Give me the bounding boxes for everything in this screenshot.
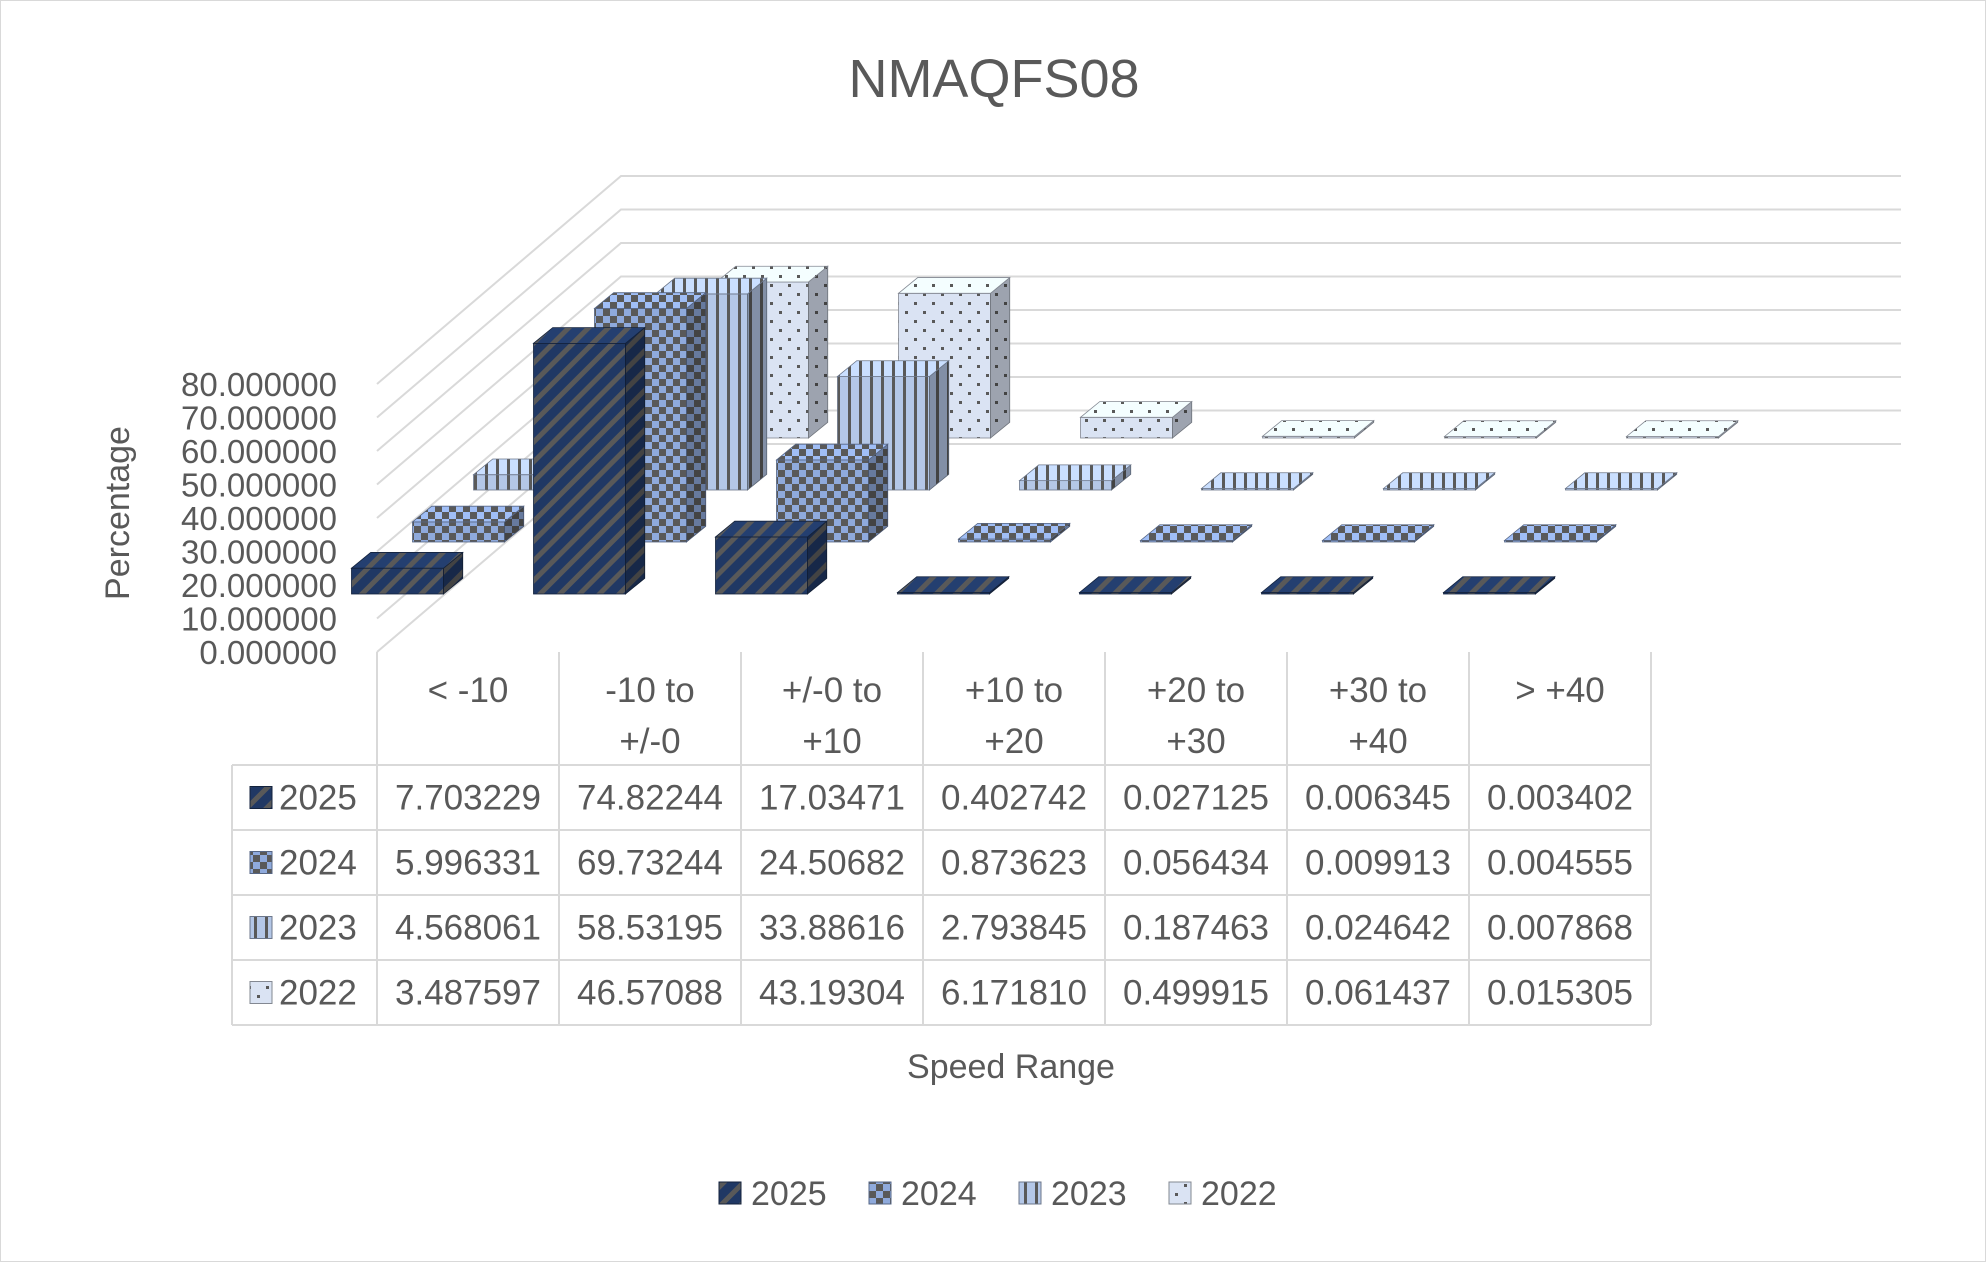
- bar: [1139, 523, 1253, 543]
- data-label: 58.53195: [577, 909, 723, 948]
- data-label: 33.88616: [759, 909, 905, 948]
- x-tick-label: +30 to: [1329, 671, 1427, 710]
- table-row-label: 2023: [279, 909, 357, 948]
- y-tick-label: 40.000000: [181, 500, 337, 537]
- legend-key: [718, 1181, 742, 1205]
- data-label: 0.009913: [1305, 844, 1451, 883]
- bar: [896, 575, 1010, 595]
- legend: 2025 2024 2023 2022: [718, 1175, 1277, 1213]
- table-legend-key: [249, 851, 273, 874]
- data-label: 46.57088: [577, 974, 723, 1013]
- table-legend-key: [249, 981, 273, 1004]
- data-label: 0.056434: [1123, 844, 1269, 883]
- data-label: 43.19304: [759, 974, 905, 1013]
- legend-key: [868, 1181, 892, 1205]
- x-tick-label: +/-0: [619, 722, 680, 761]
- data-label: 0.027125: [1123, 779, 1269, 818]
- table-row-label: 2022: [279, 974, 357, 1013]
- bar: [1260, 575, 1374, 595]
- data-label: 3.487597: [395, 974, 541, 1013]
- table-legend-key: [249, 786, 273, 809]
- bar: [1625, 419, 1739, 439]
- y-tick-label: 10.000000: [181, 601, 337, 638]
- bar: [1564, 471, 1678, 491]
- table-legend-key: [249, 916, 273, 939]
- x-tick-label: -10 to: [605, 671, 695, 710]
- y-tick-label: 70.000000: [181, 400, 337, 437]
- y-tick-label: 30.000000: [181, 534, 337, 571]
- x-axis-label: Speed Range: [907, 1048, 1115, 1086]
- x-tick-label: < -10: [428, 671, 509, 710]
- y-tick-label: 80.000000: [181, 366, 337, 403]
- legend-label: 2022: [1201, 1175, 1277, 1213]
- bar: [1079, 400, 1193, 439]
- bar: [1382, 471, 1496, 491]
- chart-title: NMAQFS08: [848, 49, 1139, 109]
- y-tick-label: 60.000000: [181, 433, 337, 470]
- gridline: [376, 242, 1901, 452]
- x-tick-label: +20 to: [1147, 671, 1245, 710]
- x-tick-label: +30: [1166, 722, 1225, 761]
- data-label: 0.187463: [1123, 909, 1269, 948]
- bar: [1018, 464, 1132, 491]
- bar: [1200, 471, 1314, 491]
- legend-label: 2024: [901, 1175, 977, 1213]
- y-axis-ticks: 0.00000010.00000020.00000030.00000040.00…: [181, 366, 337, 671]
- data-label: 0.015305: [1487, 974, 1633, 1013]
- data-label: 2.793845: [941, 909, 1087, 948]
- bar: [411, 505, 525, 543]
- legend-key: [1018, 1181, 1042, 1205]
- data-label: 7.703229: [395, 779, 541, 818]
- x-tick-label: +10: [802, 722, 861, 761]
- table-row-label: 2024: [279, 844, 357, 883]
- legend-key: [1168, 1181, 1192, 1205]
- data-label: 4.568061: [395, 909, 541, 948]
- data-table: < -10 -10 to +/-0 +/-0 to +10 +10 to +20 +20 to…: [231, 652, 1652, 1026]
- bar: [1261, 419, 1375, 439]
- bar: [532, 326, 646, 595]
- y-tick-label: 0.000000: [199, 634, 337, 671]
- bar: [1442, 575, 1556, 595]
- x-tick-label: +20: [984, 722, 1043, 761]
- gridline: [376, 275, 1901, 486]
- data-label: 0.402742: [941, 779, 1087, 818]
- x-tick-label: +10 to: [965, 671, 1063, 710]
- bar: [1321, 523, 1435, 543]
- data-label: 0.003402: [1487, 779, 1633, 818]
- data-label: 0.873623: [941, 844, 1087, 883]
- x-tick-label: > +40: [1515, 671, 1605, 710]
- data-label: 69.73244: [577, 844, 723, 883]
- table-row-label: 2025: [279, 779, 357, 818]
- gridline: [376, 208, 1901, 419]
- y-tick-label: 50.000000: [181, 467, 337, 504]
- data-label: 0.004555: [1487, 844, 1633, 883]
- data-label: 24.50682: [759, 844, 905, 883]
- data-label: 0.006345: [1305, 779, 1451, 818]
- data-label: 0.024642: [1305, 909, 1451, 948]
- data-label: 0.007868: [1487, 909, 1633, 948]
- bar: [350, 551, 464, 595]
- data-label: 0.499915: [1123, 974, 1269, 1013]
- bar: [1443, 419, 1557, 439]
- y-axis-label: Percentage: [99, 426, 137, 600]
- bars: [350, 265, 1739, 595]
- data-label: 6.171810: [941, 974, 1087, 1013]
- data-label: 74.82244: [577, 779, 723, 818]
- data-label: 17.03471: [759, 779, 905, 818]
- gridline: [376, 175, 1901, 385]
- legend-label: 2025: [751, 1175, 827, 1213]
- x-tick-label: +/-0 to: [782, 671, 882, 710]
- y-tick-label: 20.000000: [181, 567, 337, 604]
- bar: [1503, 523, 1617, 543]
- bar: [714, 520, 828, 595]
- x-tick-label: +40: [1348, 722, 1407, 761]
- data-label: 0.061437: [1305, 974, 1451, 1013]
- data-label: 5.996331: [395, 844, 541, 883]
- legend-label: 2023: [1051, 1175, 1127, 1213]
- bar: [957, 522, 1071, 543]
- bar: [1078, 575, 1192, 595]
